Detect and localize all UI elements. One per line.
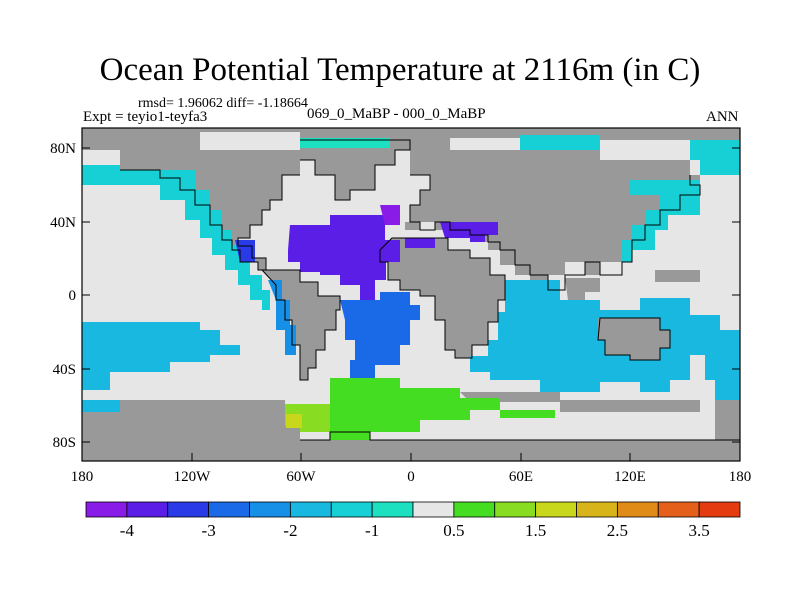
lon-tick-label: 60W bbox=[286, 469, 316, 485]
colorbar-label: 2.5 bbox=[607, 521, 628, 540]
lat-axis bbox=[82, 147, 740, 443]
lon-tick-label: 60E bbox=[509, 469, 533, 485]
colorbar: -4 -3 -2 -1 0.5 1.5 2.5 3.5 bbox=[85, 501, 741, 540]
colorbar-swatch bbox=[167, 501, 210, 518]
colorbar-swatch bbox=[371, 501, 414, 518]
colorbar-swatch bbox=[208, 501, 250, 518]
colorbar-swatch bbox=[494, 501, 537, 518]
comparison-label: 069_0_MaBP - 000_0_MaBP bbox=[307, 106, 486, 122]
colorbar-swatch bbox=[698, 501, 741, 518]
colorbar-swatch bbox=[657, 501, 700, 518]
colorbar-label: 0.5 bbox=[443, 521, 464, 540]
colorbar-swatch bbox=[289, 501, 332, 518]
colorbar-label: -1 bbox=[365, 521, 379, 540]
lat-tick-label: 40N bbox=[50, 215, 76, 231]
coastlines bbox=[120, 139, 740, 441]
expt-label: Expt = teyio1-teyfa3 bbox=[83, 109, 208, 125]
lon-axis bbox=[81, 453, 741, 461]
stats-line: rmsd= 1.96062 diff= -1.18664 bbox=[138, 96, 308, 111]
colorbar-label: 3.5 bbox=[689, 521, 710, 540]
colorbar-swatch bbox=[412, 501, 455, 518]
anomaly-fills bbox=[82, 135, 740, 440]
lon-tick-label: 120W bbox=[174, 469, 212, 485]
colorbar-swatch bbox=[85, 501, 128, 518]
colorbar-swatch bbox=[249, 501, 291, 518]
colorbar-label: -4 bbox=[120, 521, 135, 540]
lon-tick-label: 0 bbox=[407, 469, 415, 485]
lat-tick-label: 40S bbox=[53, 362, 76, 378]
lat-tick-label: 0 bbox=[69, 288, 77, 304]
colorbar-swatch bbox=[616, 501, 659, 518]
colorbar-swatch bbox=[330, 501, 373, 518]
colorbar-label: -3 bbox=[202, 521, 216, 540]
colorbar-swatch bbox=[453, 501, 496, 518]
colorbar-swatch bbox=[126, 501, 169, 518]
plot-title: Ocean Potential Temperature at 2116m (in… bbox=[99, 52, 701, 88]
season-label: ANN bbox=[706, 109, 739, 125]
colorbar-swatch bbox=[535, 501, 577, 518]
lat-tick-label: 80S bbox=[53, 435, 76, 451]
colorbar-label: -2 bbox=[283, 521, 297, 540]
colorbar-swatch bbox=[576, 501, 618, 518]
colorbar-label: 1.5 bbox=[525, 521, 546, 540]
lat-tick-label: 80N bbox=[50, 141, 76, 157]
lon-tick-label: 120E bbox=[614, 469, 646, 485]
lon-tick-label: 180 bbox=[729, 469, 752, 485]
lon-tick-label: 180 bbox=[71, 469, 94, 485]
